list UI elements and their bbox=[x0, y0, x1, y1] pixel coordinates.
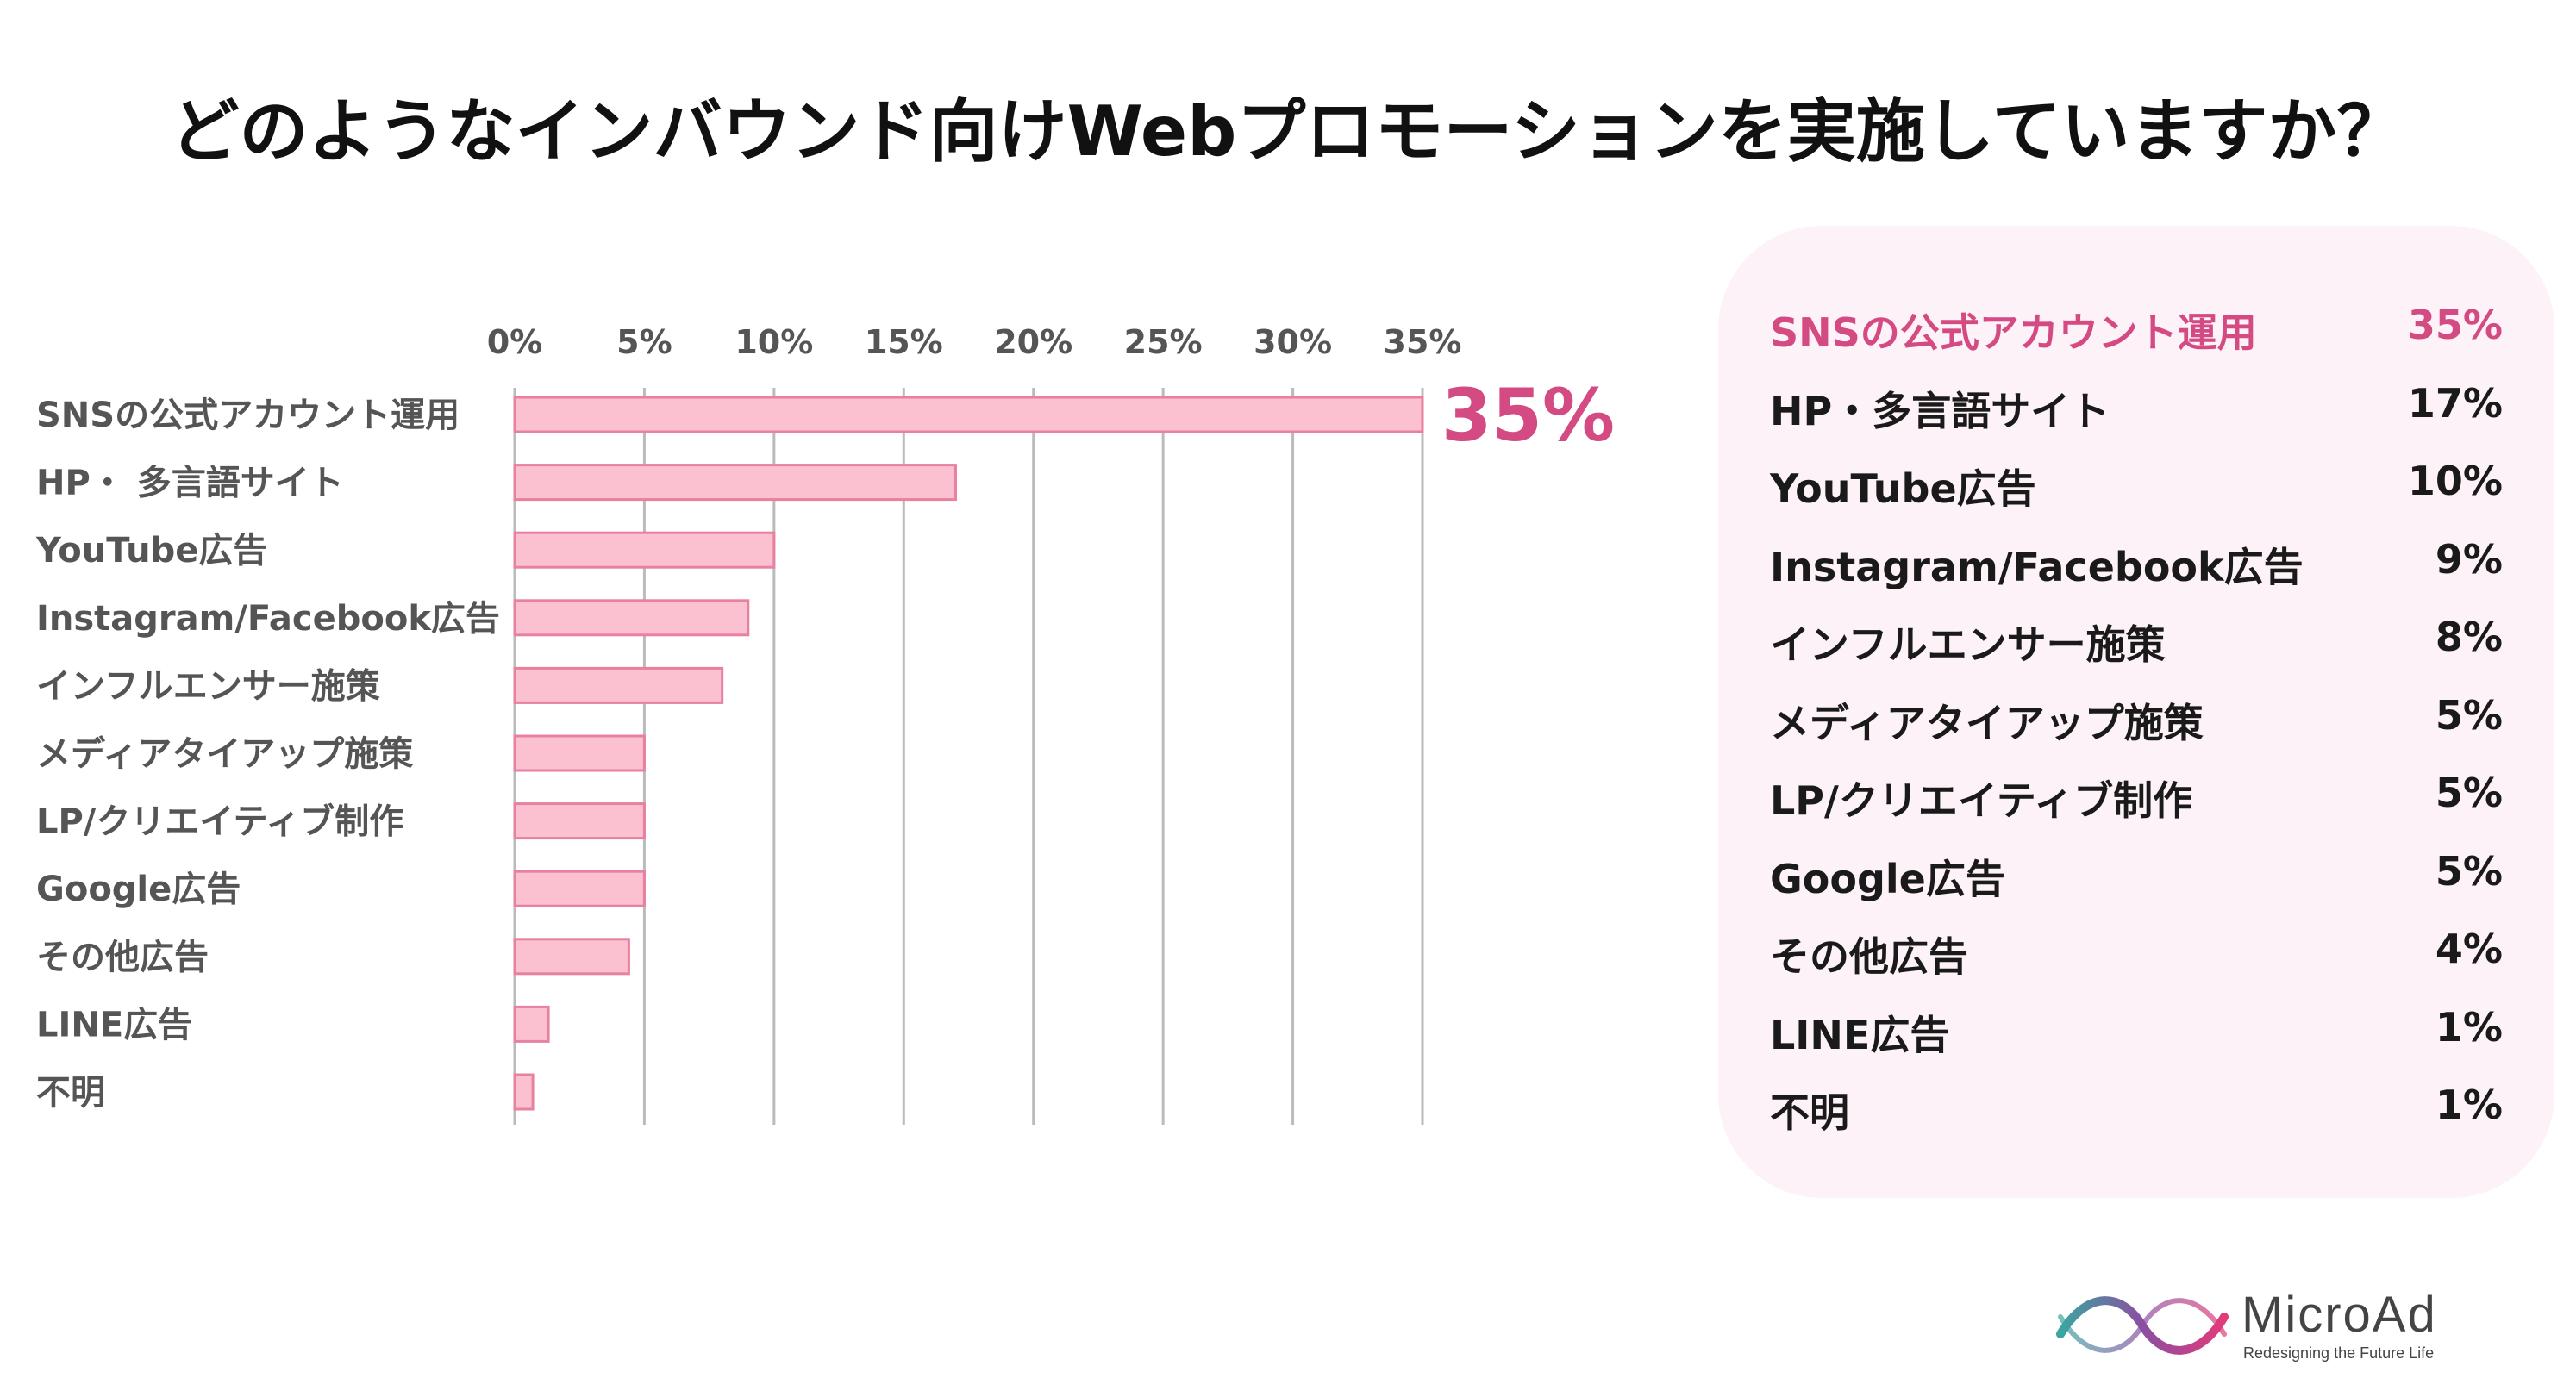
logo-wordmark: MicroAd bbox=[2241, 1287, 2437, 1343]
x-tick-label: 15% bbox=[865, 323, 943, 361]
summary-row-label: HP・多言語サイト bbox=[1770, 387, 2110, 434]
summary-row: 不明 1% bbox=[1770, 1082, 2503, 1151]
summary-row: LP/クリエイティブ制作 5% bbox=[1770, 770, 2503, 839]
summary-row-label: その他広告 bbox=[1770, 933, 1968, 980]
microad-logo-mark bbox=[2056, 1296, 2229, 1355]
category-label: HP・ 多言語サイト bbox=[36, 464, 344, 503]
summary-row-value: 9% bbox=[2435, 535, 2503, 583]
bar bbox=[513, 531, 776, 569]
bar bbox=[513, 870, 646, 907]
bar-chart: 0% 5% 10% 15% 20% 25% 30% 35% SNSの公式アカウント運用 HP・ … bbox=[35, 323, 1615, 1125]
bar bbox=[513, 1073, 535, 1111]
bars bbox=[513, 396, 1424, 1111]
summary-row: インフルエンサー施策 8% bbox=[1770, 614, 2503, 683]
bar bbox=[513, 464, 957, 502]
x-tick-label: 10% bbox=[735, 323, 813, 361]
summary-row-value: 8% bbox=[2435, 614, 2503, 660]
x-axis-ticks: 0% 5% 10% 15% 20% 25% 30% 35% bbox=[487, 323, 1462, 361]
bar bbox=[513, 938, 630, 976]
page-title: どのようなインバウンド向けWebプロモーションを実施していますか？ bbox=[170, 91, 2406, 172]
x-tick-label: 0% bbox=[487, 323, 543, 361]
summary-row: YouTube広告 10% bbox=[1770, 458, 2503, 527]
summary-row-value: 17% bbox=[2407, 379, 2503, 427]
summary-panel: SNSの公式アカウント運用 35% HP・多言語サイト 17% YouTube広告 10%… bbox=[1718, 226, 2554, 1198]
category-label: LINE広告 bbox=[36, 1005, 192, 1045]
summary-row-label: メディアタイアップ施策 bbox=[1770, 699, 2204, 746]
summary-row-value: 1% bbox=[2435, 1003, 2503, 1051]
bar bbox=[513, 396, 1424, 433]
summary-row: LINE広告 1% bbox=[1770, 1004, 2503, 1073]
summary-row-label: LINE広告 bbox=[1770, 1011, 1950, 1058]
annotations: 35% bbox=[1441, 373, 1615, 458]
category-label: その他広告 bbox=[36, 938, 209, 977]
summary-row-label: インフルエンサー施策 bbox=[1770, 621, 2166, 668]
bar bbox=[513, 802, 646, 840]
category-label: Google広告 bbox=[36, 870, 241, 909]
summary-row-label: Instagram/Facebook広告 bbox=[1770, 543, 2304, 590]
summary-row-label: Google広告 bbox=[1770, 855, 2005, 902]
bar bbox=[513, 666, 724, 704]
summary-row-label: LP/クリエイティブ制作 bbox=[1770, 777, 2193, 824]
category-label: Instagram/Facebook広告 bbox=[36, 599, 500, 639]
summary-row-value: 35% bbox=[2407, 302, 2503, 348]
category-labels: SNSの公式アカウント運用 HP・ 多言語サイト YouTube広告 Instagra… bbox=[35, 396, 500, 1113]
summary-row-value: 5% bbox=[2435, 691, 2503, 739]
bar bbox=[513, 599, 750, 637]
bar bbox=[513, 734, 646, 772]
summary-row-value: 5% bbox=[2435, 770, 2503, 816]
summary-row: SNSの公式アカウント運用 35% bbox=[1770, 302, 2503, 371]
summary-row-value: 1% bbox=[2435, 1082, 2503, 1128]
x-tick-label: 35% bbox=[1384, 323, 1462, 361]
summary-row-value: 10% bbox=[2407, 458, 2503, 504]
summary-row: メディアタイアップ施策 5% bbox=[1770, 692, 2503, 761]
logo-tagline: Redesigning the Future Life bbox=[2243, 1344, 2435, 1362]
summary-row: HP・多言語サイト 17% bbox=[1770, 380, 2503, 449]
category-label: 不明 bbox=[36, 1073, 105, 1113]
summary-row-label: 不明 bbox=[1770, 1089, 1849, 1136]
summary-row: Google広告 5% bbox=[1770, 848, 2503, 917]
bar bbox=[513, 1005, 550, 1043]
microad-logo: MicroAd Redesigning the Future Life bbox=[2052, 1282, 2535, 1369]
category-label: SNSの公式アカウント運用 bbox=[36, 396, 460, 435]
x-tick-label: 5% bbox=[616, 323, 672, 361]
category-label: LP/クリエイティブ制作 bbox=[36, 802, 403, 842]
x-tick-label: 25% bbox=[1124, 323, 1203, 361]
summary-row-value: 5% bbox=[2435, 847, 2503, 895]
summary-row-label: YouTube広告 bbox=[1770, 465, 2036, 512]
x-tick-label: 20% bbox=[994, 323, 1072, 361]
summary-row-value: 4% bbox=[2435, 926, 2503, 972]
summary-row-label: SNSの公式アカウント運用 bbox=[1770, 309, 2257, 356]
category-label: YouTube広告 bbox=[35, 531, 267, 571]
category-label: インフルエンサー施策 bbox=[36, 666, 380, 706]
x-tick-label: 30% bbox=[1254, 323, 1332, 361]
highlight-value-label: 35% bbox=[1441, 373, 1615, 458]
summary-row: Instagram/Facebook広告 9% bbox=[1770, 536, 2503, 605]
category-label: メディアタイアップ施策 bbox=[36, 734, 413, 774]
summary-row: その他広告 4% bbox=[1770, 926, 2503, 995]
